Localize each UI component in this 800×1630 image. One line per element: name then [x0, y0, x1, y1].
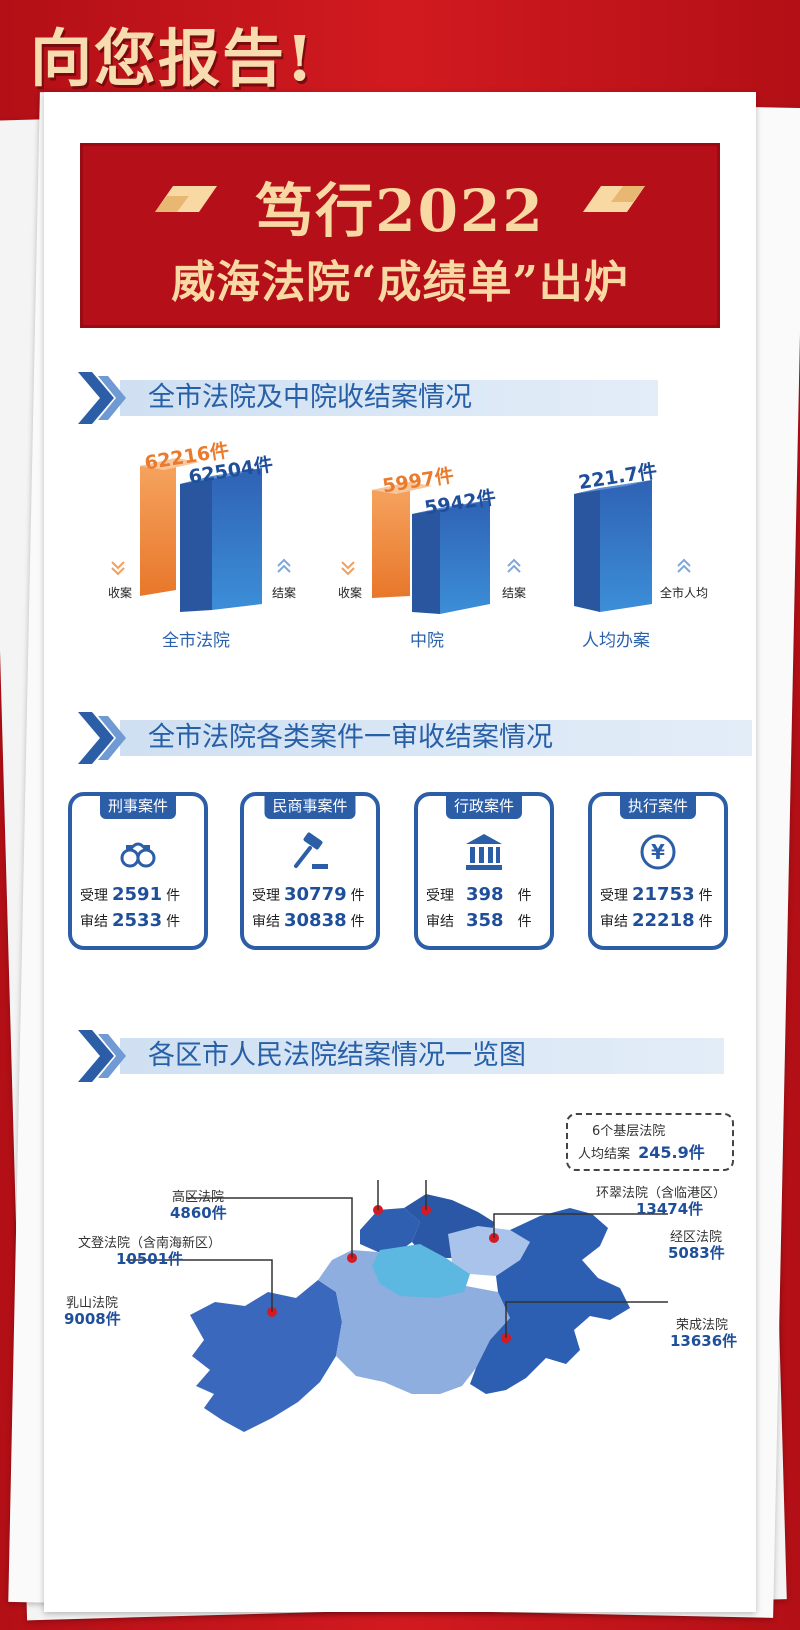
accept-label: 受理 — [426, 888, 454, 904]
right-arrow-decoration — [583, 186, 645, 212]
title-subtitle: 威海法院“成绩单”出炉 — [171, 257, 629, 308]
bar-city-closed — [180, 468, 262, 612]
court-value-rushan: 9008件 — [64, 1310, 121, 1328]
case-card-criminal: 刑事案件 受理 2591 件 审结 2533 件 — [68, 792, 208, 950]
region-jingqu — [448, 1226, 530, 1276]
case-card-administrative: 行政案件 受理 398 件 审结 358 件 — [414, 792, 554, 950]
middle-court-received-label: 收案 — [338, 586, 363, 600]
city-group-label: 全市法院 — [162, 631, 230, 651]
svg-text:¥: ¥ — [651, 840, 665, 864]
down-chevron-icon — [111, 561, 355, 576]
accept-label: 受理 — [600, 888, 628, 904]
close-label: 审结 — [426, 914, 454, 930]
section-title: 各区市人民法院结案情况一览图 — [148, 1040, 526, 1071]
accept-label: 受理 — [80, 888, 108, 904]
bar-city-received — [140, 458, 200, 596]
case-type-label: 刑事案件 — [99, 792, 177, 819]
bar-middle-court-closed — [412, 500, 490, 614]
region-gaoqu — [360, 1208, 420, 1254]
chevron-right-icon — [78, 372, 126, 424]
unit-label: 件 — [698, 888, 713, 904]
courthouse-icon — [466, 834, 502, 870]
title-year: 笃行2022 — [255, 177, 545, 245]
region-rongcheng — [470, 1208, 630, 1394]
region-highlight — [372, 1244, 470, 1298]
chevron-right-icon — [78, 1030, 126, 1082]
court-value-gaoqu: 4860件 — [170, 1204, 227, 1222]
section-bar — [120, 1038, 724, 1074]
weihai-map — [126, 1180, 668, 1432]
accept-value: 2591 — [112, 884, 163, 905]
per-capita-group-label: 人均办案 — [582, 631, 650, 651]
case-card-civil: 民商事案件 受理 30779 件 审结 30838 件 — [240, 792, 380, 950]
bar-middle-court-received — [372, 482, 432, 598]
summary-line2: 人均结案 — [578, 1147, 631, 1162]
case-type-label: 民商事案件 — [264, 792, 356, 819]
accept-label: 受理 — [252, 888, 280, 904]
court-value-huancui: 13474件 — [636, 1200, 704, 1218]
unit-label: 件 — [166, 888, 181, 904]
region-rushan — [190, 1280, 342, 1432]
close-value: 22218 — [632, 910, 695, 931]
unit-label: 件 — [166, 914, 181, 930]
leader-lines — [126, 1180, 668, 1338]
title-banner: 笃行2022 威海法院“成绩单”出炉 — [80, 143, 720, 328]
section-title: 全市法院各类案件一审收结案情况 — [148, 722, 553, 753]
chevron-right-icon — [78, 712, 126, 764]
summary-line1: 6个基层法院 — [592, 1124, 666, 1139]
city-closed-label: 结案 — [272, 586, 297, 600]
section-bar — [120, 380, 658, 416]
per-capita-label: 全市人均 — [660, 586, 709, 600]
unit-label: 件 — [517, 914, 532, 930]
handcuffs-icon — [120, 842, 156, 868]
court-name-huancui: 环翠法院（含临港区） — [596, 1186, 727, 1201]
gavel-icon — [294, 832, 328, 869]
unit-label: 件 — [350, 888, 365, 904]
court-value-wendeng: 10501件 — [116, 1250, 184, 1268]
court-value-rongcheng: 13636件 — [670, 1332, 738, 1350]
court-value-jingqu: 5083件 — [668, 1244, 725, 1262]
court-name-gaoqu: 高区法院 — [172, 1190, 225, 1205]
case-type-label: 执行案件 — [619, 792, 697, 819]
accept-value: 398 — [466, 884, 504, 905]
headline: 向您报告! — [30, 22, 316, 95]
overview-bars — [111, 458, 691, 614]
close-value: 2533 — [112, 910, 163, 931]
summary-value: 245.9件 — [638, 1143, 705, 1162]
close-label: 审结 — [252, 914, 280, 930]
bar-per-capita — [574, 480, 652, 612]
up-chevron-icon — [277, 558, 691, 573]
city-received-label: 收案 — [108, 586, 133, 600]
close-label: 审结 — [80, 914, 108, 930]
close-value: 30838 — [284, 910, 347, 931]
court-name-jingqu: 经区法院 — [670, 1230, 723, 1245]
court-name-rushan: 乳山法院 — [66, 1296, 119, 1311]
middle-court-group-label: 中院 — [410, 631, 444, 651]
case-type-label: 行政案件 — [445, 792, 523, 819]
middle-court-closed-label: 结案 — [502, 586, 527, 600]
unit-label: 件 — [517, 888, 532, 904]
court-name-rongcheng: 荣成法院 — [676, 1318, 729, 1333]
accept-value: 21753 — [632, 884, 695, 905]
left-arrow-decoration — [155, 186, 217, 212]
case-card-enforcement: 执行案件 ¥ 受理 21753 件 审结 22218 件 — [588, 792, 728, 950]
per-capita-summary-box: 6个基层法院 人均结案 245.9件 — [566, 1113, 734, 1171]
section-title: 全市法院及中院收结案情况 — [148, 382, 472, 413]
unit-label: 件 — [350, 914, 365, 930]
section-bar — [120, 720, 752, 756]
unit-label: 件 — [698, 914, 713, 930]
close-value: 358 — [466, 910, 504, 931]
court-name-wendeng: 文登法院（含南海新区） — [78, 1236, 222, 1251]
yen-coin-icon: ¥ — [640, 834, 676, 870]
accept-value: 30779 — [284, 884, 347, 905]
close-label: 审结 — [600, 914, 628, 930]
